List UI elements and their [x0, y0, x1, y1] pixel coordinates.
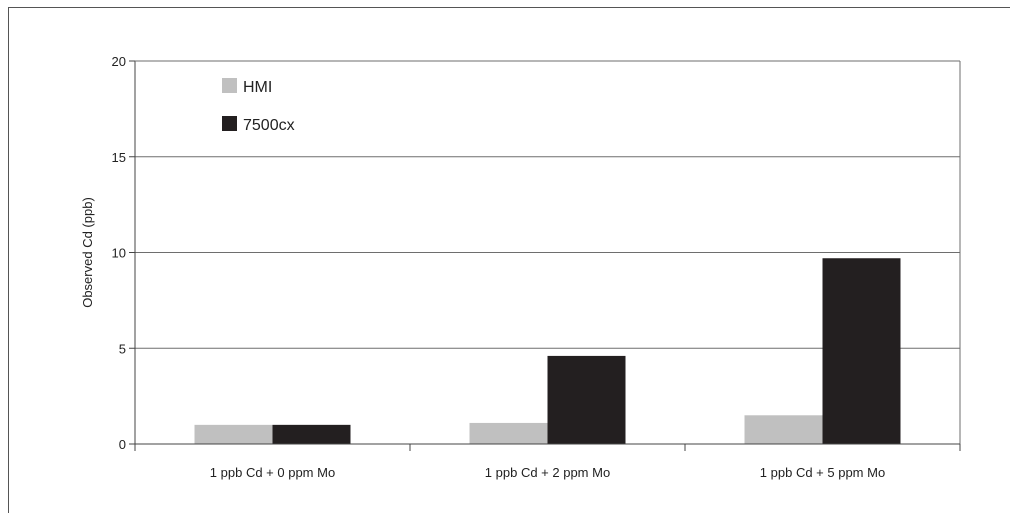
tick-labels: 0 5 10 15 20 1 ppb Cd + 0 ppm Mo 1 ppb Cd + 2 …	[112, 54, 886, 480]
legend-label: 7500cx	[243, 117, 295, 134]
bar-hmi-3	[744, 415, 823, 444]
bar-7500cx-2	[547, 355, 626, 444]
chart-frame	[8, 7, 1010, 513]
bar-hmi-1	[194, 424, 273, 444]
bars	[194, 258, 901, 444]
bar-7500cx-3	[822, 258, 901, 444]
bar-7500cx-1	[272, 424, 351, 444]
x-category-label: 1 ppb Cd + 2 ppm Mo	[485, 465, 610, 480]
x-category-label: 1 ppb Cd + 5 ppm Mo	[760, 465, 885, 480]
legend-swatch-hmi	[222, 78, 237, 93]
y-tick-label: 20	[112, 54, 126, 69]
legend: HMI 7500cx	[222, 78, 295, 134]
x-category-label: 1 ppb Cd + 0 ppm Mo	[210, 465, 335, 480]
y-axis-title: Observed Cd (ppb)	[80, 197, 95, 308]
y-tick-label: 10	[112, 246, 126, 261]
axes	[129, 60, 961, 451]
legend-swatch-7500cx	[222, 116, 237, 131]
bar-hmi-2	[469, 422, 548, 444]
y-tick-label: 15	[112, 150, 126, 165]
y-tick-label: 5	[119, 341, 126, 356]
y-tick-label: 0	[119, 437, 126, 452]
legend-label: HMI	[243, 79, 272, 96]
